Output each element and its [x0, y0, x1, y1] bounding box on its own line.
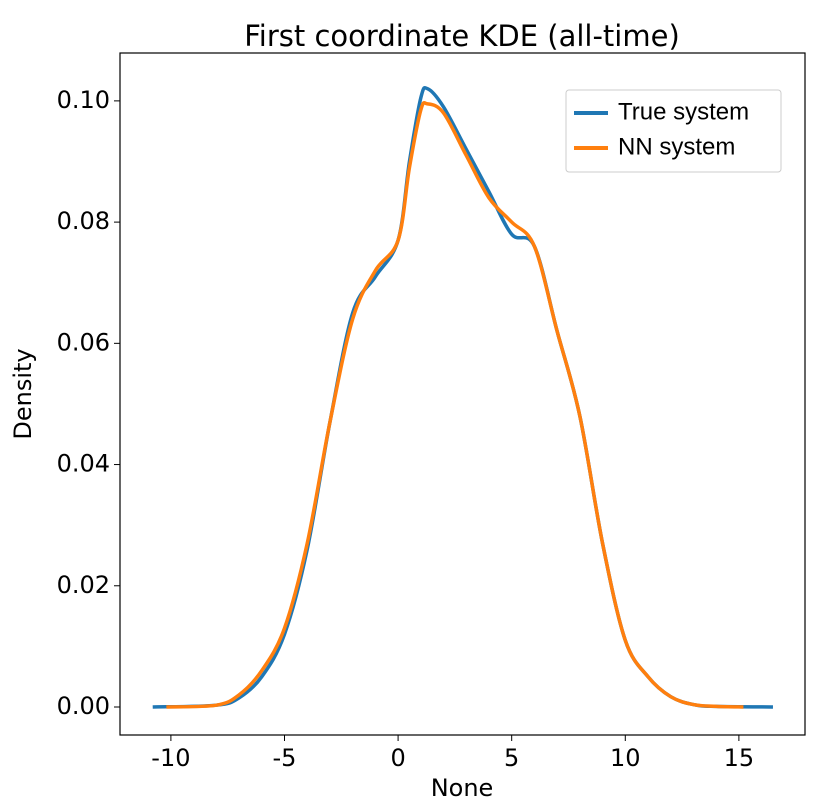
legend-box — [565, 89, 782, 173]
y-tick-label: 0.04 — [57, 450, 110, 478]
x-axis-label: None — [431, 774, 494, 802]
plot-frame — [119, 52, 806, 736]
y-tick-label: 0.10 — [57, 86, 110, 114]
x-tick-label: -5 — [273, 744, 297, 772]
y-tick-label: 0.00 — [57, 692, 110, 720]
y-tick-label: 0.08 — [57, 207, 110, 235]
x-tick-label: 10 — [610, 744, 641, 772]
x-tick-label: 0 — [390, 744, 405, 772]
series-line — [166, 101, 744, 709]
x-tick-label: -10 — [151, 744, 190, 772]
y-tick-label: 0.06 — [57, 328, 110, 356]
legend-label: NN system — [618, 133, 735, 160]
y-tick-label: 0.02 — [57, 571, 110, 599]
chart-title: First coordinate KDE (all-time) — [244, 19, 680, 53]
legend-label: True system — [618, 98, 749, 125]
series-line — [152, 86, 773, 709]
y-axis-label: Density — [9, 348, 37, 439]
x-tick-label: 5 — [504, 744, 519, 772]
x-tick-label: 15 — [724, 744, 755, 772]
